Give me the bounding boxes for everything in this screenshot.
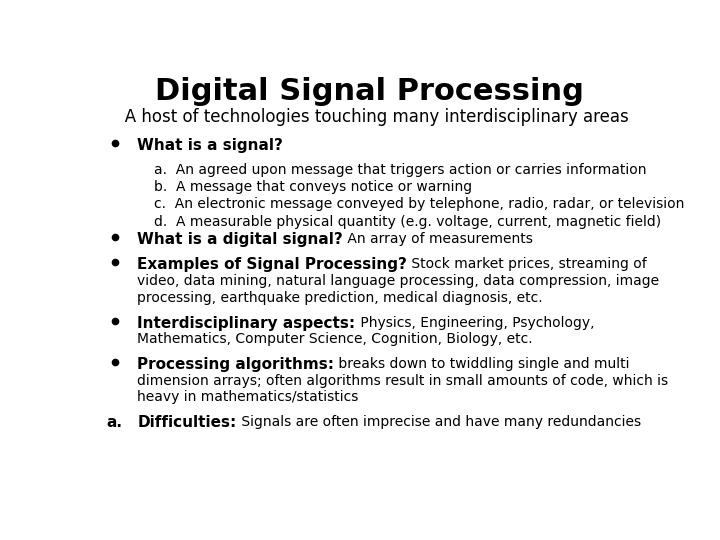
Text: breaks down to twiddling single and multi: breaks down to twiddling single and mult… — [334, 357, 630, 371]
Text: Signals are often imprecise and have many redundancies: Signals are often imprecise and have man… — [237, 415, 641, 429]
Text: processing, earthquake prediction, medical diagnosis, etc.: processing, earthquake prediction, medic… — [138, 291, 543, 305]
Text: Mathematics, Computer Science, Cognition, Biology, etc.: Mathematics, Computer Science, Cognition… — [138, 332, 533, 346]
Text: A host of technologies touching many interdisciplinary areas: A host of technologies touching many int… — [109, 109, 629, 126]
Text: Difficulties:: Difficulties: — [138, 415, 237, 430]
Text: Processing algorithms:: Processing algorithms: — [138, 357, 334, 372]
Text: d.  A measurable physical quantity (e.g. voltage, current, magnetic field): d. A measurable physical quantity (e.g. … — [154, 215, 661, 229]
Text: Examples of Signal Processing?: Examples of Signal Processing? — [138, 258, 408, 272]
Text: a.: a. — [107, 415, 122, 430]
Text: c.  An electronic message conveyed by telephone, radio, radar, or television: c. An electronic message conveyed by tel… — [154, 198, 685, 212]
Text: Stock market prices, streaming of: Stock market prices, streaming of — [408, 258, 647, 271]
Text: Physics, Engineering, Psychology,: Physics, Engineering, Psychology, — [356, 315, 594, 329]
Text: dimension arrays; often algorithms result in small amounts of code, which is: dimension arrays; often algorithms resul… — [138, 374, 669, 388]
Text: Interdisciplinary aspects:: Interdisciplinary aspects: — [138, 315, 356, 330]
Text: What is a digital signal?: What is a digital signal? — [138, 232, 343, 247]
Text: What is a signal?: What is a signal? — [138, 138, 283, 153]
Text: video, data mining, natural language processing, data compression, image: video, data mining, natural language pro… — [138, 274, 660, 288]
Text: Digital Signal Processing: Digital Signal Processing — [155, 77, 583, 106]
Text: An array of measurements: An array of measurements — [343, 232, 533, 246]
Text: heavy in mathematics/statistics: heavy in mathematics/statistics — [138, 390, 359, 404]
Text: a.  An agreed upon message that triggers action or carries information: a. An agreed upon message that triggers … — [154, 163, 647, 177]
Text: b.  A message that conveys notice or warning: b. A message that conveys notice or warn… — [154, 180, 472, 194]
